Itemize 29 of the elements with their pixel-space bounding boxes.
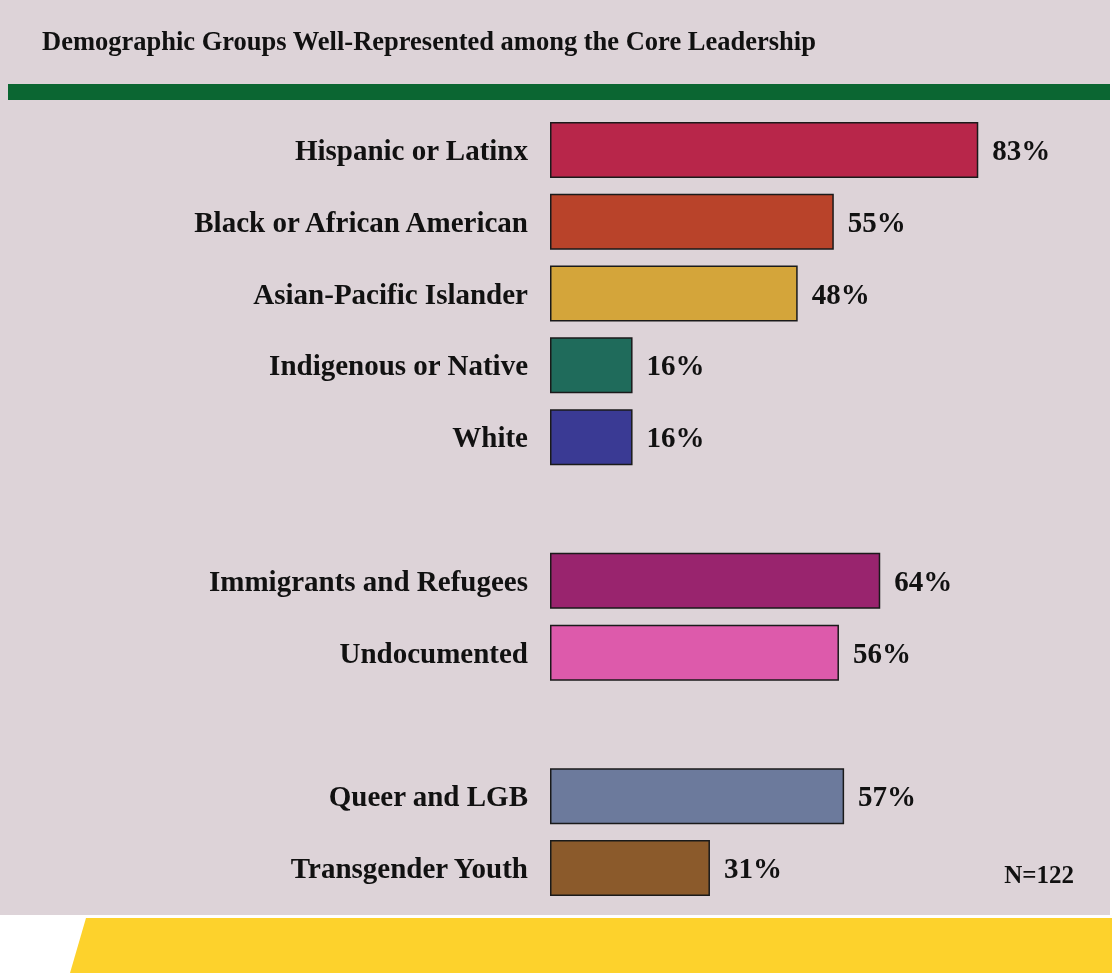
bar bbox=[550, 121, 979, 178]
data-label: 16% bbox=[646, 349, 705, 382]
data-label: 55% bbox=[847, 205, 906, 238]
data-label: 83% bbox=[992, 133, 1051, 166]
data-label: 31% bbox=[723, 852, 782, 885]
data-label: 56% bbox=[852, 636, 911, 669]
y-tick-label: Hispanic or Latinx bbox=[294, 133, 529, 166]
y-tick-label: Asian-Pacific Islander bbox=[253, 277, 529, 310]
bar bbox=[550, 337, 633, 394]
y-tick-label: Queer and LGB bbox=[328, 780, 528, 813]
data-label: 48% bbox=[811, 277, 870, 310]
y-tick-label: Black or African American bbox=[194, 205, 528, 238]
text: N=122 bbox=[1004, 861, 1075, 888]
bar bbox=[550, 768, 845, 825]
y-tick-label: Indigenous or Native bbox=[269, 349, 529, 382]
y-tick-label: Transgender Youth bbox=[290, 852, 528, 885]
chart-title: Demographic Groups Well-Represented among the Core Leadership bbox=[42, 25, 816, 56]
data-label: 16% bbox=[646, 421, 705, 454]
data-label: 64% bbox=[894, 564, 953, 597]
bar bbox=[550, 265, 798, 322]
bar bbox=[550, 193, 834, 250]
bar bbox=[550, 552, 881, 609]
bar bbox=[550, 409, 633, 466]
y-tick-label: Undocumented bbox=[339, 636, 528, 669]
data-label: 57% bbox=[858, 780, 917, 813]
bar bbox=[550, 624, 839, 681]
y-tick-label: Immigrants and Refugees bbox=[209, 564, 528, 597]
bar bbox=[550, 840, 710, 897]
y-tick-label: White bbox=[452, 421, 529, 454]
